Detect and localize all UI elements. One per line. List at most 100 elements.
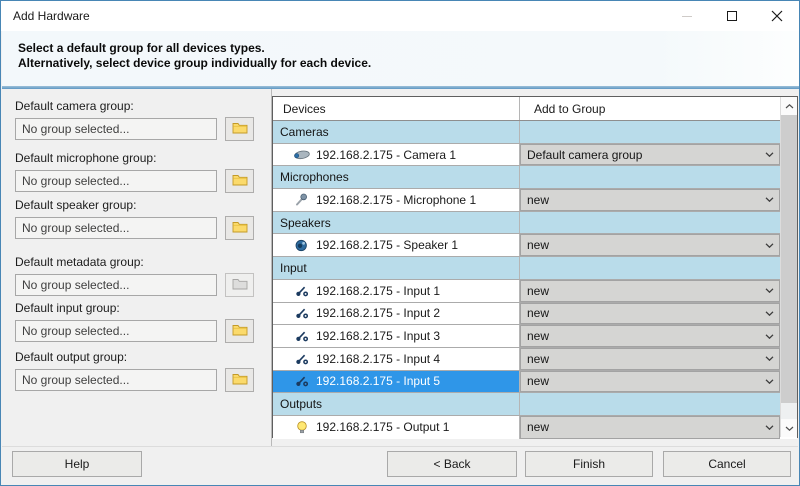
default-groups-panel: Default camera group: No group selected..… xyxy=(2,89,272,448)
selected-group-value: new xyxy=(527,238,550,253)
device-name: 192.168.2.175 - Input 5 xyxy=(316,374,441,389)
add-to-group-select[interactable]: new xyxy=(520,347,780,370)
device-name-cell[interactable]: 192.168.2.175 - Input 1 xyxy=(273,280,519,302)
add-to-group-select[interactable]: new xyxy=(520,415,780,439)
input-icon xyxy=(293,352,310,365)
device-group-label: Speakers xyxy=(273,211,519,234)
group-field-label: Default output group: xyxy=(15,350,128,364)
window-title: Add Hardware xyxy=(13,9,90,23)
group-value-box: No group selected... xyxy=(15,217,217,239)
device-name-cell[interactable]: 192.168.2.175 - Output 1 xyxy=(273,416,519,439)
device-row: 192.168.2.175 - Camera 1 Default camera g… xyxy=(273,143,797,167)
browse-group-button xyxy=(225,273,254,297)
device-name-cell[interactable]: 192.168.2.175 - Input 3 xyxy=(273,325,519,347)
device-row: 192.168.2.175 - Input 2 new xyxy=(273,302,797,326)
maximize-icon xyxy=(726,11,737,21)
chevron-down-icon xyxy=(762,328,777,344)
browse-group-button[interactable] xyxy=(225,216,254,240)
finish-button[interactable]: Finish xyxy=(525,451,653,477)
scrollbar-thumb[interactable] xyxy=(781,115,797,403)
chevron-down-icon xyxy=(762,374,777,390)
device-row: 192.168.2.175 - Microphone 1 new xyxy=(273,189,797,212)
device-name: 192.168.2.175 - Output 1 xyxy=(316,420,450,435)
device-name-cell[interactable]: 192.168.2.175 - Input 2 xyxy=(273,303,519,325)
chevron-down-icon xyxy=(762,419,777,436)
output-icon xyxy=(293,421,310,434)
device-name-cell[interactable]: 192.168.2.175 - Speaker 1 xyxy=(273,234,519,256)
browse-group-button[interactable] xyxy=(225,368,254,392)
add-to-group-select[interactable]: new xyxy=(520,325,780,347)
add-to-group-select[interactable]: new xyxy=(520,370,780,393)
maximize-button[interactable] xyxy=(709,1,754,31)
folder-disabled-icon xyxy=(232,277,248,293)
instruction-line-1: Select a default group for all devices t… xyxy=(18,41,265,55)
browse-group-button[interactable] xyxy=(225,117,254,141)
back-button[interactable]: < Back xyxy=(387,451,517,477)
chevron-up-icon xyxy=(785,103,793,108)
window-controls xyxy=(664,1,799,31)
add-to-group-select[interactable]: new xyxy=(520,302,780,325)
folder-icon xyxy=(232,121,248,137)
device-name: 192.168.2.175 - Speaker 1 xyxy=(316,238,459,253)
input-icon xyxy=(293,375,310,388)
device-group-header-row: Microphones xyxy=(273,166,797,190)
wizard-header: Select a default group for all devices t… xyxy=(2,31,799,89)
group-field-label: Default metadata group: xyxy=(15,255,144,269)
device-group-header-row: Input xyxy=(273,257,797,280)
device-row: 192.168.2.175 - Speaker 1 new xyxy=(273,234,797,258)
default-group-field: Default output group: No group selected..… xyxy=(15,350,263,392)
device-row: 192.168.2.175 - Input 3 new xyxy=(273,325,797,348)
selected-group-value: new xyxy=(527,351,550,366)
scroll-down-button[interactable] xyxy=(781,419,797,437)
input-icon xyxy=(293,307,310,320)
device-name-cell[interactable]: 192.168.2.175 - Microphone 1 xyxy=(273,189,519,211)
close-button[interactable] xyxy=(754,1,799,31)
minimize-icon xyxy=(681,15,692,17)
folder-icon xyxy=(232,220,248,236)
device-name: 192.168.2.175 - Input 1 xyxy=(316,283,441,298)
folder-icon xyxy=(232,372,248,388)
add-to-group-select[interactable]: new xyxy=(520,189,780,211)
add-to-group-select[interactable]: Default camera group xyxy=(520,143,780,166)
group-value-box: No group selected... xyxy=(15,320,217,342)
browse-group-button[interactable] xyxy=(225,169,254,193)
group-field-label: Default input group: xyxy=(15,301,120,315)
minimize-button xyxy=(664,1,709,31)
device-name-cell[interactable]: 192.168.2.175 - Input 4 xyxy=(273,348,519,370)
input-icon xyxy=(293,330,310,343)
folder-icon xyxy=(232,323,248,339)
dialog-footer: Help < Back Finish Cancel xyxy=(2,446,798,484)
group-value-box: No group selected... xyxy=(15,369,217,391)
vertical-scrollbar[interactable] xyxy=(780,97,797,437)
chevron-down-icon xyxy=(762,192,777,208)
add-to-group-select[interactable]: new xyxy=(520,279,780,302)
chevron-down-icon xyxy=(762,147,777,163)
column-header-devices: Devices xyxy=(283,101,326,116)
close-icon xyxy=(771,10,782,22)
device-name-cell[interactable]: 192.168.2.175 - Camera 1 xyxy=(273,144,519,166)
folder-icon xyxy=(232,173,248,189)
add-to-group-select[interactable]: new xyxy=(520,234,780,257)
browse-group-button[interactable] xyxy=(225,319,254,343)
device-group-header-row: Speakers xyxy=(273,211,797,235)
table-header-row: Devices Add to Group xyxy=(273,97,797,121)
selected-group-value: new xyxy=(527,306,550,321)
group-value-box: No group selected... xyxy=(15,118,217,140)
device-group-header-row: Cameras xyxy=(273,121,797,144)
cancel-button[interactable]: Cancel xyxy=(663,451,791,477)
table-body: Cameras 192.168.2.175 - Camera 1 Default c… xyxy=(273,121,797,439)
selected-group-value: Default camera group xyxy=(527,147,643,162)
device-name-cell[interactable]: 192.168.2.175 - Input 5 xyxy=(273,370,519,393)
chevron-down-icon xyxy=(762,351,777,367)
selected-group-value: new xyxy=(527,374,550,389)
device-group-label: Microphones xyxy=(273,166,519,189)
default-group-field: Default camera group: No group selected..… xyxy=(15,99,263,141)
device-group-label: Input xyxy=(273,257,519,279)
scroll-up-button[interactable] xyxy=(781,97,797,115)
speaker-icon xyxy=(293,239,310,252)
chevron-down-icon xyxy=(762,237,777,253)
help-button[interactable]: Help xyxy=(12,451,142,477)
default-group-field: Default microphone group: No group select… xyxy=(15,151,263,193)
device-row: 192.168.2.175 - Output 1 new xyxy=(273,415,797,439)
